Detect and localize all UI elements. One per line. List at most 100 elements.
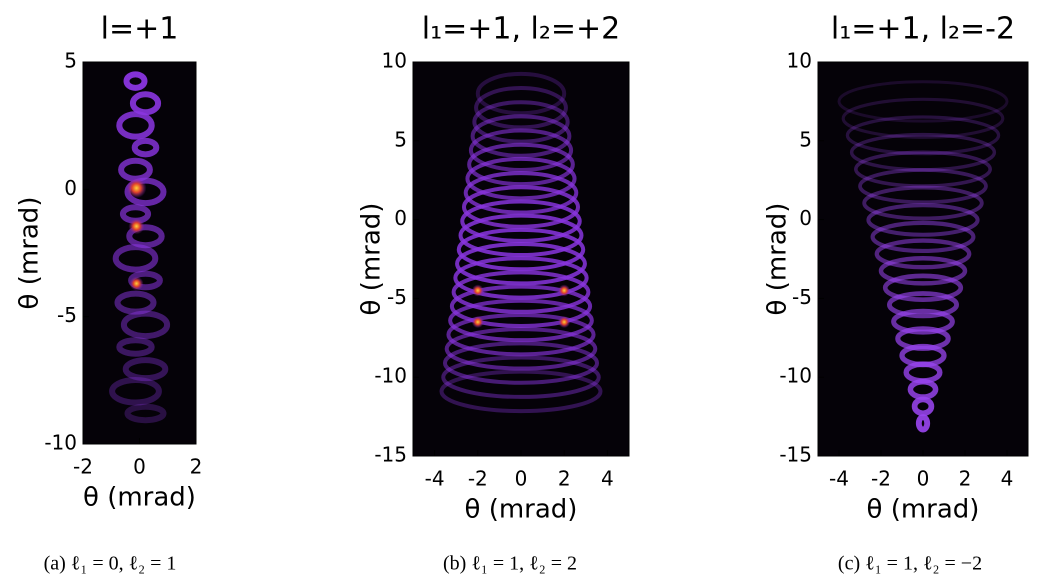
ring (446, 312, 596, 357)
y-tick-label: 0 (394, 206, 407, 230)
x-tick-label: -2 (468, 467, 488, 491)
ring (858, 168, 988, 205)
ring (455, 242, 587, 286)
x-tick-label: 2 (558, 467, 571, 491)
ring (887, 291, 960, 319)
ring (131, 137, 160, 158)
ring (862, 185, 984, 221)
ring (458, 213, 584, 258)
ring (915, 414, 931, 433)
ring (475, 71, 567, 116)
ring (116, 337, 155, 357)
ring (439, 369, 603, 414)
plot-frame (817, 61, 1029, 457)
ring (882, 273, 964, 302)
y-tick-label: -10 (779, 364, 812, 388)
ring (123, 71, 148, 91)
y-tick-label: -10 (374, 364, 407, 388)
ring (891, 308, 955, 335)
ring (456, 227, 586, 272)
caption: (b) ℓ₁ = 1, ℓ₂ = 2 (443, 553, 577, 575)
chart-title: l₁=+1, l₂=-2 (831, 12, 1015, 47)
x-tick-label: -2 (73, 455, 93, 479)
ring (109, 377, 162, 406)
ring (870, 220, 976, 254)
y-tick-label: -5 (387, 285, 407, 309)
ring (866, 203, 980, 237)
ring (444, 327, 598, 371)
hot-spot (126, 178, 147, 199)
intensity-pattern (109, 71, 171, 424)
y-tick-label: -5 (792, 285, 812, 309)
y-tick-label: -15 (374, 443, 407, 467)
ring (463, 171, 579, 215)
ring (120, 310, 171, 340)
chart-title: l=+1 (101, 12, 179, 47)
ring (442, 341, 600, 385)
x-tick-label: 2 (190, 455, 203, 479)
ring (874, 238, 972, 270)
ring (853, 150, 992, 188)
x-tick-label: -4 (425, 467, 445, 491)
y-tick-label: -15 (779, 443, 812, 467)
ring (124, 403, 167, 424)
ring (126, 224, 165, 249)
x-tick-label: -4 (829, 467, 849, 491)
ring (451, 270, 591, 314)
ring (461, 185, 581, 229)
x-tick-label: 4 (1001, 467, 1014, 491)
x-tick-label: -2 (871, 467, 891, 491)
hot-spot (471, 316, 484, 329)
x-tick-label: 4 (601, 467, 614, 491)
y-tick-label: 0 (799, 206, 812, 230)
ring (470, 114, 572, 158)
chart-title: l₁=+1, l₂=+2 (422, 12, 621, 47)
caption: (c) ℓ₁ = 1, ℓ₂ = −2 (838, 553, 982, 575)
y-tick-label: 5 (64, 49, 77, 73)
ring (122, 357, 169, 382)
y-tick-label: 10 (382, 49, 407, 73)
x-tick-label: 0 (133, 455, 146, 479)
y-tick-label: 5 (394, 127, 407, 151)
y-axis-label: θ (mrad) (763, 203, 793, 316)
y-tick-label: -10 (44, 431, 77, 455)
ring (467, 142, 575, 187)
ring (465, 156, 577, 201)
x-tick-label: 0 (515, 467, 528, 491)
ring (460, 199, 582, 243)
ring (116, 111, 155, 140)
x-axis-label: θ (mrad) (867, 495, 980, 525)
ring (837, 80, 1009, 123)
x-tick-label: 0 (917, 467, 930, 491)
hot-spot (471, 284, 484, 297)
hot-spot (558, 316, 571, 329)
plot-frame (412, 61, 630, 457)
ring (911, 396, 935, 417)
plot-area (83, 62, 196, 444)
ring (114, 290, 157, 315)
ring (849, 132, 997, 172)
ring (441, 355, 601, 399)
y-tick-label: 0 (64, 176, 77, 200)
ring (129, 91, 162, 116)
ring (841, 97, 1005, 139)
ring (474, 86, 568, 130)
y-tick-label: 5 (799, 127, 812, 151)
hot-spot (128, 218, 145, 235)
ring (845, 115, 1001, 156)
plot-frame (82, 61, 197, 445)
intensity-pattern (439, 71, 603, 414)
hot-spot (558, 284, 571, 297)
y-axis-label: θ (mrad) (357, 203, 387, 316)
caption: (a) ℓ₁ = 0, ℓ₂ = 1 (44, 553, 177, 575)
y-tick-label: 10 (787, 49, 812, 73)
y-axis-label: θ (mrad) (15, 197, 45, 310)
ring (448, 298, 594, 343)
ring (449, 284, 593, 328)
intensity-pattern (837, 80, 1009, 433)
ring (112, 244, 159, 273)
x-tick-label: 2 (959, 467, 972, 491)
x-axis-label: θ (mrad) (83, 483, 196, 513)
y-tick-label: -5 (57, 303, 77, 327)
